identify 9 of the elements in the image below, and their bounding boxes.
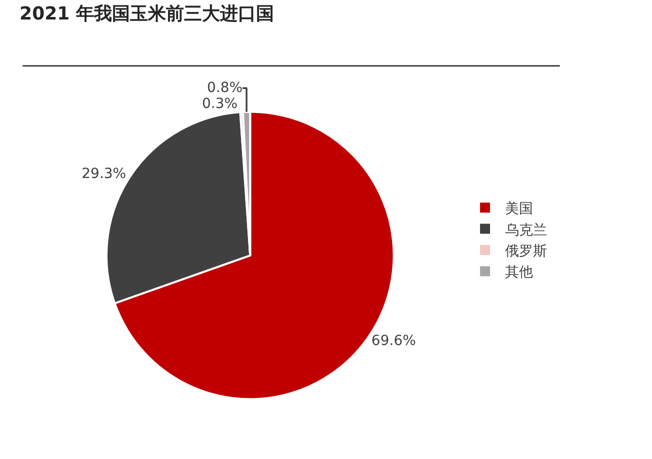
data-label: 69.6%: [371, 333, 416, 350]
data-label: 0.8%: [206, 80, 243, 96]
legend-label: 俄罗斯: [505, 243, 548, 260]
data-label: 0.3%: [202, 96, 238, 112]
legend-label: 乌克兰: [505, 222, 548, 238]
legend-label: 美国: [505, 201, 534, 218]
chart-title: 2021 年我国玉米前三大进口国: [20, 3, 274, 24]
data-label: 29.3%: [82, 166, 126, 182]
legend-label: 其他: [505, 264, 534, 281]
